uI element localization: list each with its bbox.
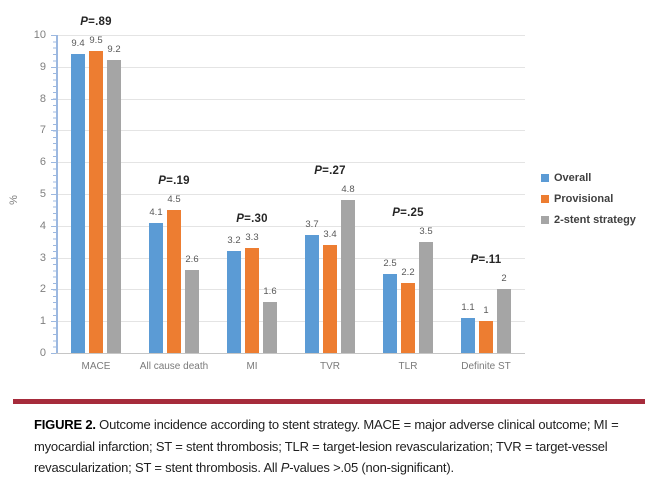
legend-item-label: Overall xyxy=(554,172,592,184)
y-tick-label: 0 xyxy=(39,347,46,359)
bar-value-label: 4.1 xyxy=(149,206,163,218)
bar-value-label: 3.4 xyxy=(323,228,337,240)
bar-overall xyxy=(383,273,397,353)
x-category-label: TVR xyxy=(320,361,340,372)
bar-value-label: 4.8 xyxy=(341,184,355,196)
y-tick-label: 7 xyxy=(39,124,46,137)
x-category-label: TLR xyxy=(398,361,418,372)
x-category-label: All cause death xyxy=(139,361,209,372)
gridline xyxy=(57,289,525,291)
bar-provisional xyxy=(479,321,493,353)
bar-provisional xyxy=(167,209,181,353)
bar-chart: % 0 1 2 3 4 5 6 7 8 9 10 9.4 9.5 9.2 P=.89 4.1 4.5 2.6 P=… xyxy=(8,15,636,372)
gridline xyxy=(57,257,525,259)
x-axis-line xyxy=(56,353,525,354)
bar-value-label: 2.5 xyxy=(383,257,397,269)
bar-value-label: 3.7 xyxy=(305,219,319,231)
bar-provisional xyxy=(89,50,103,353)
y-tick-label: 10 xyxy=(33,29,46,41)
bar-2-stent-strategy xyxy=(497,289,511,353)
caption-text-end: -values >.05 (non-significant). xyxy=(289,460,454,475)
bar-value-label: 9.2 xyxy=(107,44,121,56)
gridline xyxy=(57,66,525,68)
gridline xyxy=(57,225,525,227)
bar-value-label: 1 xyxy=(483,305,489,317)
x-category-label: Definite ST xyxy=(461,361,511,372)
bar-provisional xyxy=(401,283,415,353)
y-tick-label: 1 xyxy=(39,315,46,328)
legend-item: Provisional xyxy=(541,193,636,205)
caption-p-italic: P xyxy=(280,460,290,475)
legend-item-label: Provisional xyxy=(554,193,614,205)
bar-overall xyxy=(461,318,475,353)
y-tick-label: 9 xyxy=(39,60,46,73)
y-tick-label: 5 xyxy=(39,188,46,200)
y-tick-label: 6 xyxy=(39,156,46,169)
bar-provisional xyxy=(323,244,337,353)
bar-value-label: 2 xyxy=(501,273,507,285)
y-tick-label: 8 xyxy=(39,92,46,105)
figure-divider-rule xyxy=(13,399,645,404)
y-tick-label: 3 xyxy=(39,251,46,264)
gridline xyxy=(57,130,525,132)
legend-item: 2-stent strategy xyxy=(541,214,636,226)
x-category-label: MACE xyxy=(81,361,111,372)
y-tick-label: 2 xyxy=(39,283,46,296)
bar-value-label: 3.2 xyxy=(227,235,241,247)
p-value-label: P=.89 xyxy=(80,15,112,28)
bar-2-stent-strategy xyxy=(107,60,121,353)
legend-item: Overall xyxy=(541,172,636,184)
bar-value-label: 1.1 xyxy=(461,302,475,314)
bar-value-label: 9.4 xyxy=(71,38,85,50)
y-axis-minor-ticks xyxy=(53,35,56,353)
legend: Overall Provisional 2-stent strategy xyxy=(541,172,636,235)
legend-swatch xyxy=(541,174,549,182)
bar-value-label: 3.5 xyxy=(419,225,433,237)
bar-overall xyxy=(227,251,241,353)
bar-value-label: 9.5 xyxy=(89,34,103,46)
y-tick-label: 4 xyxy=(39,219,46,232)
legend-swatch xyxy=(541,195,549,203)
legend-item-label: 2-stent strategy xyxy=(554,214,636,226)
bar-2-stent-strategy xyxy=(341,200,355,353)
x-category-label: MI xyxy=(246,361,258,372)
p-value-label: P=.30 xyxy=(236,213,268,226)
bar-value-label: 3.3 xyxy=(245,232,259,244)
figure-caption: FIGURE 2. Outcome incidence according to… xyxy=(34,414,646,479)
bar-2-stent-strategy xyxy=(185,270,199,353)
bar-provisional xyxy=(245,248,259,353)
bar-value-label: 1.6 xyxy=(263,286,277,298)
y-axis-line xyxy=(56,35,58,353)
bar-value-label: 2.6 xyxy=(185,254,199,266)
gridline xyxy=(57,321,525,323)
figure-label: FIGURE 2. xyxy=(34,417,96,432)
caption-text: Outcome incidence according to stent str… xyxy=(34,417,619,475)
gridline xyxy=(57,98,525,100)
p-value-label: P=.19 xyxy=(158,174,190,187)
bar-2-stent-strategy xyxy=(263,302,277,353)
bar-2-stent-strategy xyxy=(419,241,433,353)
bar-value-label: 4.5 xyxy=(167,193,181,205)
gridline xyxy=(57,35,525,36)
gridline xyxy=(57,162,525,164)
bar-value-label: 2.2 xyxy=(401,267,415,279)
legend-swatch xyxy=(541,216,549,224)
bar-overall xyxy=(71,54,85,353)
bar-overall xyxy=(149,222,163,353)
p-value-label: P=.27 xyxy=(314,165,346,178)
p-value-label: P=.11 xyxy=(470,254,502,267)
gridline xyxy=(57,194,525,195)
p-value-label: P=.25 xyxy=(392,206,424,219)
bar-overall xyxy=(305,235,319,353)
y-tick-mark xyxy=(51,353,56,354)
